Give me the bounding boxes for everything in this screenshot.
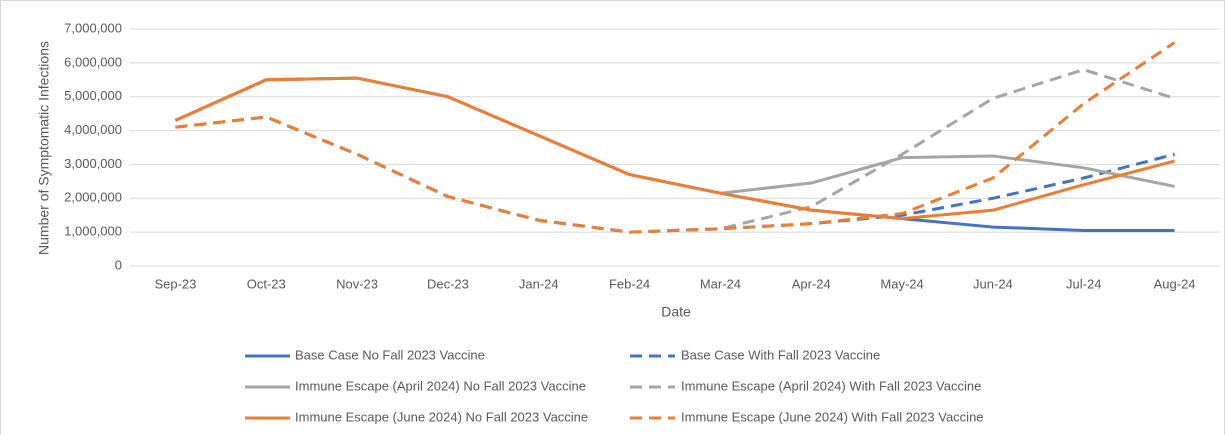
x-tick-label: Feb-24 xyxy=(609,276,650,291)
x-axis-label: Date xyxy=(661,304,691,320)
y-tick-label: 5,000,000 xyxy=(64,88,122,103)
x-tick-label: Apr-24 xyxy=(792,276,831,291)
x-tick-label: Mar-24 xyxy=(700,276,741,291)
series-line xyxy=(174,76,1175,221)
x-tick-label: Jul-24 xyxy=(1066,276,1101,291)
x-tick-label: May-24 xyxy=(880,276,923,291)
x-tick-label: Sep-23 xyxy=(154,276,196,291)
x-tick-label: Aug-24 xyxy=(1154,276,1196,291)
x-tick-label: Jan-24 xyxy=(519,276,559,291)
y-tick-label: 3,000,000 xyxy=(64,156,122,171)
legend-label: Base Case No Fall 2023 Vaccine xyxy=(295,347,485,362)
y-tick-label: 4,000,000 xyxy=(64,122,122,137)
x-tick-label: Dec-23 xyxy=(427,276,469,291)
legend-label: Immune Escape (April 2024) No Fall 2023 … xyxy=(295,378,586,393)
y-tick-label: 0 xyxy=(115,257,122,272)
legend-label: Immune Escape (April 2024) With Fall 202… xyxy=(681,378,981,393)
series-line xyxy=(175,41,1176,234)
y-axis-label: Number of Symptomatic Infections xyxy=(36,41,52,255)
y-tick-label: 2,000,000 xyxy=(64,190,122,205)
legend-label: Immune Escape (June 2024) No Fall 2023 V… xyxy=(295,409,588,424)
x-tick-label: Nov-23 xyxy=(336,276,378,291)
y-tick-label: 6,000,000 xyxy=(64,54,122,69)
y-tick-label: 1,000,000 xyxy=(64,224,122,239)
x-tick-label: Oct-23 xyxy=(247,276,286,291)
legend-label: Base Case With Fall 2023 Vaccine xyxy=(681,347,880,362)
x-tick-label: Jun-24 xyxy=(973,276,1013,291)
legend-label: Immune Escape (June 2024) With Fall 2023… xyxy=(681,409,984,424)
y-tick-label: 7,000,000 xyxy=(64,20,122,35)
